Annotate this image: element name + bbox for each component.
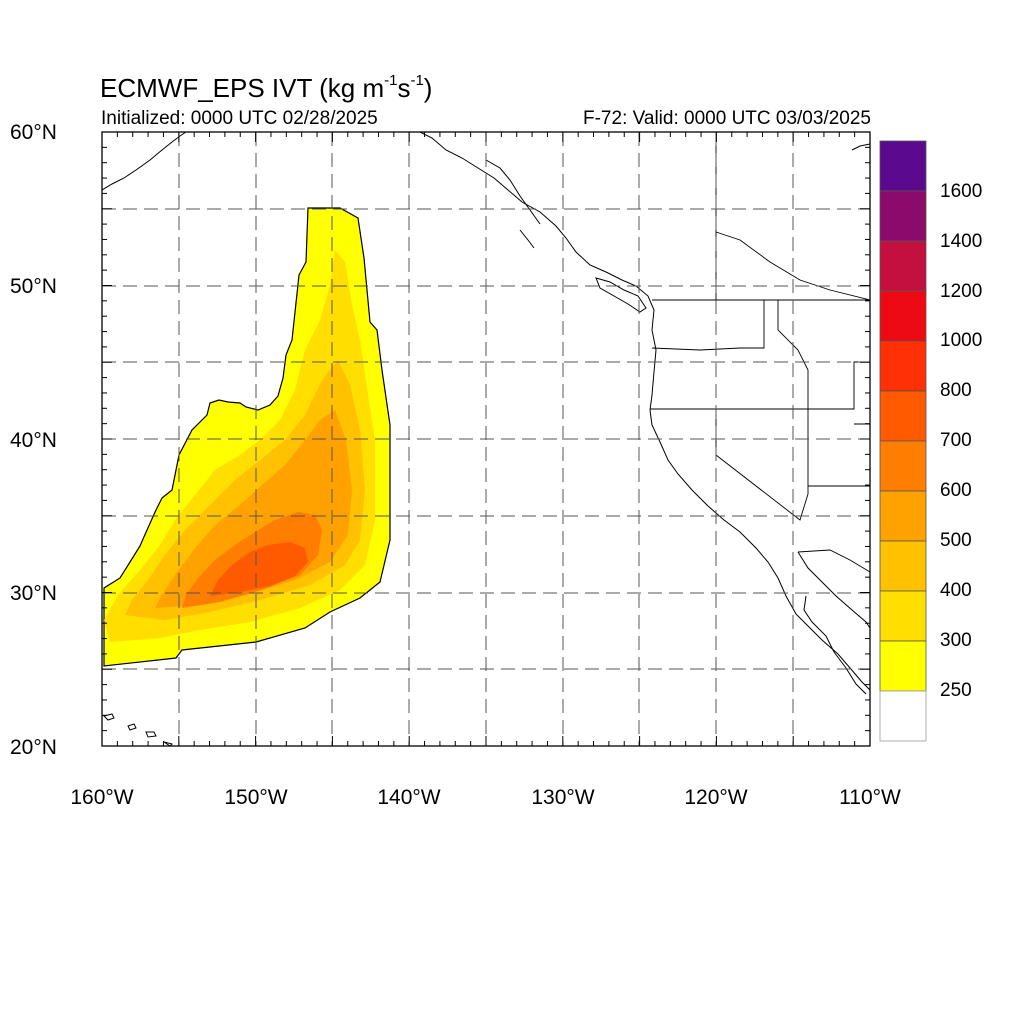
colorbar-swatch (879, 140, 927, 192)
colorbar-label-250: 250 (940, 680, 972, 701)
utah-border (808, 423, 870, 487)
colorbar-swatch (879, 290, 927, 342)
colorbar-swatch (879, 540, 927, 592)
colorbar-swatch (879, 340, 927, 392)
washington-oregon-border (651, 300, 765, 351)
colorbar-swatch (879, 640, 927, 692)
ivt-700-contour (210, 542, 308, 596)
lat-label-30: 30°N (10, 582, 57, 605)
colorbar-label-500: 500 (940, 530, 972, 551)
lon-label-150w: 150°W (224, 786, 288, 809)
colorbar (879, 140, 927, 742)
init-time-label: Initialized: 0000 UTC 02/28/2025 (101, 108, 378, 129)
baja-peninsula (803, 595, 867, 695)
valid-time-label: F-72: Valid: 0000 UTC 03/03/2025 (583, 108, 871, 129)
east-alaska-coast (851, 143, 870, 151)
map-title: ECMWF_EPS IVT (kg m-1s-1) (100, 72, 433, 103)
ivt-plume (103, 207, 391, 667)
gulf-of-california-coast (797, 551, 870, 629)
colorbar-label-400: 400 (940, 580, 972, 601)
hawaii-islands (103, 713, 173, 746)
political-borders (650, 132, 870, 573)
lon-label-110w: 110°W (839, 786, 901, 809)
colorbar-swatch (879, 390, 927, 442)
colorbar-label-700: 700 (940, 430, 972, 451)
colorbar-label-1400: 1400 (940, 231, 983, 252)
lat-label-60: 60°N (10, 121, 57, 144)
gridlines (102, 132, 870, 746)
idaho-border (777, 300, 870, 410)
alaska-panhandle-islands (485, 159, 541, 249)
lon-label-130w: 130°W (531, 786, 595, 809)
nevada-border (715, 409, 809, 521)
west-coast (419, 132, 870, 691)
colorbar-label-1600: 1600 (940, 181, 983, 202)
alaska-coast (102, 132, 187, 191)
colorbar-swatch (879, 440, 927, 492)
colorbar-label-300: 300 (940, 630, 972, 651)
lat-label-40: 40°N (10, 429, 57, 452)
colorbar-label-600: 600 (940, 480, 972, 501)
axis-ticks (101, 131, 871, 747)
mexico-border (797, 549, 870, 573)
colorbar-label-1200: 1200 (940, 281, 983, 302)
lat-label-50: 50°N (10, 275, 57, 298)
map-area (102, 132, 870, 746)
colorbar-swatch (879, 590, 927, 642)
lat-label-20: 20°N (10, 736, 57, 759)
colorbar-label-800: 800 (940, 380, 972, 401)
colorbar-label-1000: 1000 (940, 330, 983, 351)
colorbar-swatch (879, 190, 927, 242)
colorbar-swatch (879, 240, 927, 292)
lon-label-140w: 140°W (377, 786, 441, 809)
colorbar-swatch (879, 490, 927, 542)
lon-label-160w: 160°W (70, 786, 134, 809)
coastlines (102, 132, 870, 746)
colorbar-swatch (879, 690, 927, 742)
lon-label-120w: 120°W (684, 786, 748, 809)
